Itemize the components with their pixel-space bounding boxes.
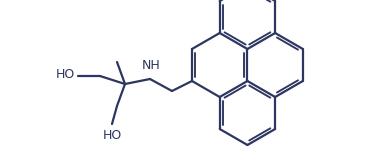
Text: NH: NH: [142, 59, 160, 72]
Text: HO: HO: [56, 67, 75, 80]
Text: HO: HO: [102, 129, 121, 142]
